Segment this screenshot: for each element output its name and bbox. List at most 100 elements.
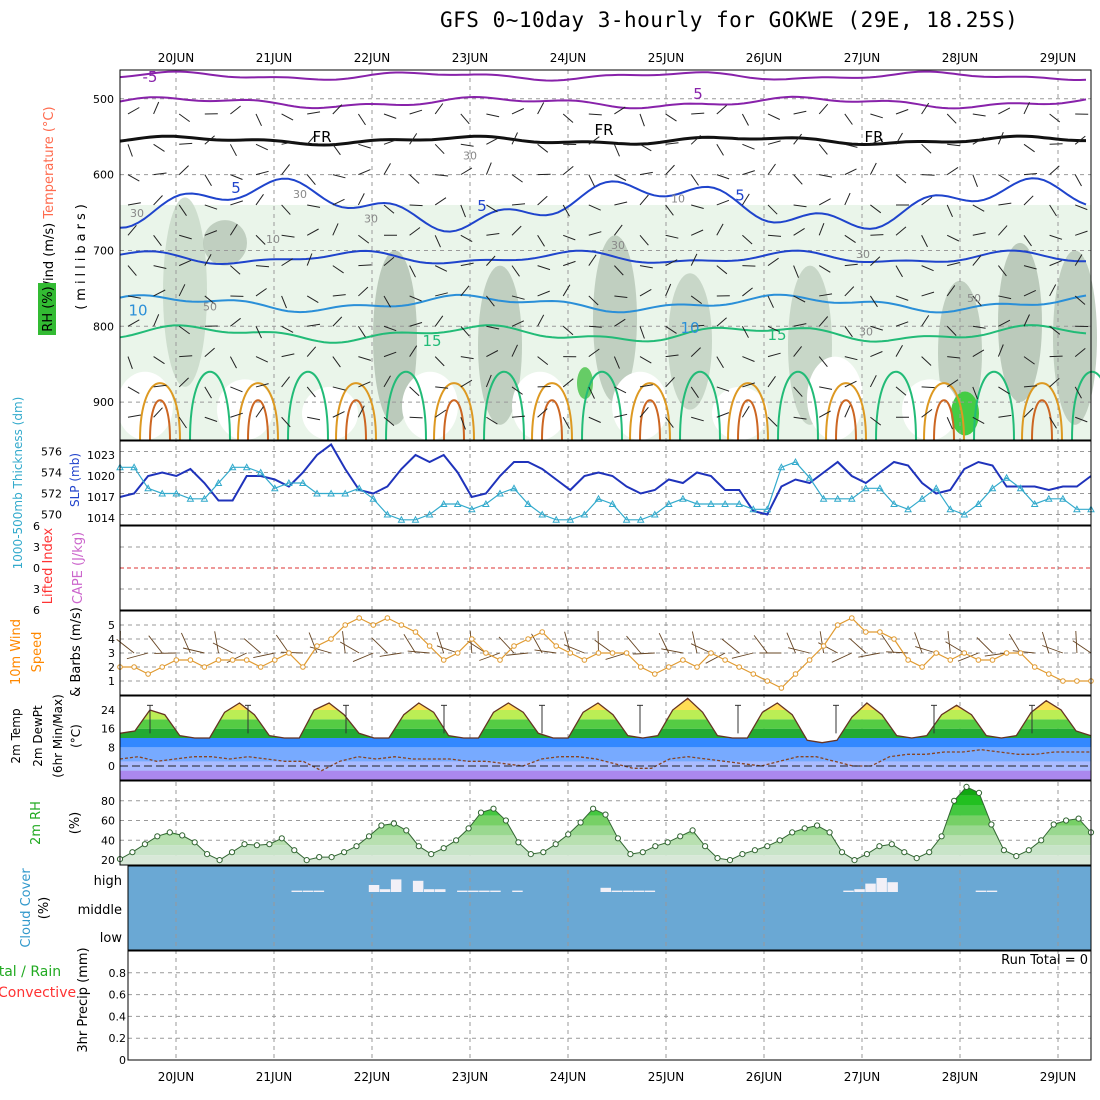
wind-speed-point (412, 629, 419, 635)
thickness-point (327, 489, 335, 497)
wind-barb (793, 346, 802, 357)
wind-barb (562, 378, 574, 388)
rh-band (120, 786, 1091, 796)
wind-barb-10m (881, 634, 895, 654)
wind-barb (870, 113, 883, 119)
thickness-point (650, 510, 659, 518)
wind-barb (588, 386, 595, 399)
wind-barb (511, 108, 525, 115)
wind-barb (255, 288, 267, 297)
rh-band (120, 845, 1091, 856)
rh-point (614, 835, 622, 842)
thickness-point (721, 499, 729, 507)
wind-speed-point (694, 664, 700, 670)
rh-cell (998, 242, 1042, 403)
cloud-axis-label: Cloud Cover (19, 868, 34, 948)
temp-contour-20 (825, 382, 867, 441)
wind-speed-point (469, 636, 475, 642)
wind-speed-point (159, 664, 165, 670)
wind-barb (741, 113, 749, 126)
wind-speed-point (243, 657, 250, 663)
pressure-tick-label: 600 (93, 169, 114, 182)
wind-speed-point (849, 615, 855, 621)
thickness-point (341, 489, 350, 497)
wind-speed-point (947, 657, 954, 663)
thickness-point (228, 463, 237, 471)
wind-barb (870, 138, 883, 145)
wind-barb (204, 416, 218, 422)
wind-speed-point (272, 657, 278, 663)
cloud-bar-high (468, 890, 479, 892)
date-label-top: 21JUN (256, 51, 293, 65)
thickness-point (467, 505, 476, 513)
wind-barb (716, 223, 724, 236)
cloud-bar-high (622, 890, 634, 892)
wind-barb (460, 234, 473, 243)
temp-band (120, 710, 1091, 720)
wind-barb-10m (506, 652, 529, 656)
thickness-tick-label: 570 (41, 509, 62, 522)
rh-point (801, 825, 808, 832)
thickness-point (383, 510, 392, 518)
wind-barb-10m (407, 650, 430, 654)
wind-barb (793, 110, 807, 115)
wind-barb (614, 174, 627, 181)
thickness-tick-label: 572 (41, 488, 62, 501)
rh-point (191, 839, 198, 846)
wind-barb (741, 326, 749, 338)
wind-barb (332, 198, 345, 206)
wind-barb-10m (886, 651, 909, 654)
wind-barb (460, 167, 473, 176)
date-label-bottom: 23JUN (452, 1070, 489, 1084)
wind-barb (998, 202, 1012, 206)
temp-contour-15-loop (385, 371, 427, 441)
wind-speed-point (370, 622, 377, 628)
wind-barb (511, 320, 525, 327)
wind-speed-point (257, 664, 264, 670)
wind-barb (639, 194, 649, 206)
rh-point (714, 855, 721, 862)
wind-barb-10m (753, 635, 768, 654)
temp-contour-15-loop (287, 371, 329, 441)
wind-barb-10m (786, 632, 796, 654)
rh-point (316, 854, 323, 861)
wind-barb (409, 204, 423, 207)
wind-barb (281, 258, 293, 267)
thickness-point (735, 499, 744, 507)
wind-barb (767, 234, 782, 237)
thickness-point (974, 499, 983, 507)
wind-barb (844, 286, 855, 297)
rh-point (1050, 821, 1057, 828)
panel-frame-cape (119, 525, 1092, 611)
wind-barb (793, 227, 805, 236)
temp-contour-minus5-lower (119, 95, 1087, 110)
wind-speed-point (342, 622, 349, 628)
pressure-tick-label: 500 (93, 93, 114, 106)
wind-barb (537, 235, 545, 247)
rh-cell (593, 235, 637, 403)
wind-barb (383, 375, 391, 388)
wind-barb (307, 111, 321, 115)
cloud-bar-high (390, 879, 402, 892)
rh-point (166, 829, 173, 836)
wind-speed-point (525, 636, 531, 642)
wind-barb (409, 133, 418, 145)
wind-barb (716, 105, 727, 115)
wind-barb (972, 349, 985, 358)
temp-tick-label: 24 (101, 704, 115, 717)
wind-speed-point (736, 664, 743, 670)
wind-barb (921, 196, 933, 206)
axis-label-part: Temperature (°C) (42, 106, 57, 219)
wind-speed-point (173, 657, 180, 663)
wind-barb (742, 170, 755, 176)
wind-barb (281, 141, 295, 145)
panel-frame-wind10 (119, 610, 1092, 696)
wind-speed-point (863, 629, 869, 635)
wind-barb (1049, 234, 1063, 240)
wind-barb-10m (403, 634, 416, 654)
date-label-top: 23JUN (452, 51, 489, 65)
wind-speed-point (961, 650, 968, 656)
wind-barb-10m (180, 632, 191, 654)
rh-point (590, 805, 597, 812)
